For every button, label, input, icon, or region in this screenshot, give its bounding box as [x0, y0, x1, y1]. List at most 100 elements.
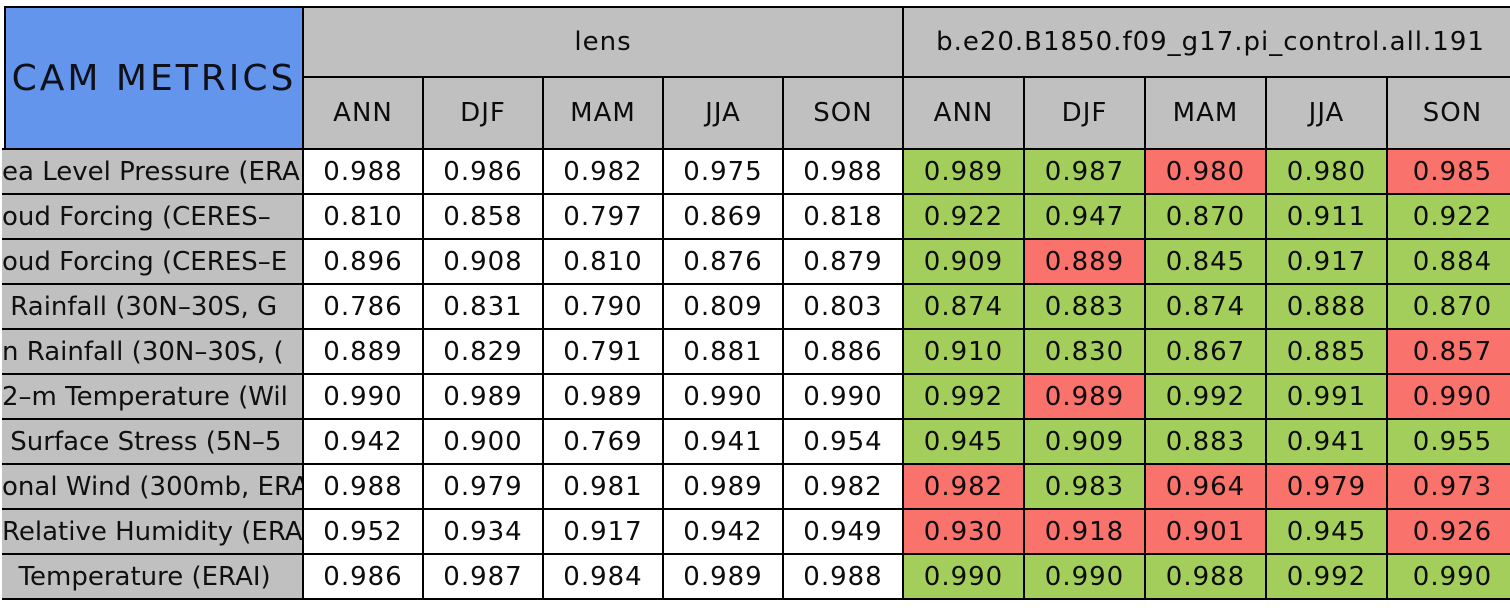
lens-value-cell: 0.988 [304, 150, 424, 195]
row-label: Rainfall (30N–30S, G [2, 285, 304, 330]
control-value-cell: 0.870 [1388, 285, 1510, 330]
season-header-son: SON [1388, 78, 1510, 150]
control-value-cell: 0.918 [1025, 510, 1146, 555]
control-value-cell: 0.947 [1025, 195, 1146, 240]
lens-value-cell: 0.942 [664, 510, 784, 555]
season-header-mam: MAM [544, 78, 664, 150]
control-value-cell: 0.885 [1267, 330, 1388, 375]
control-value-cell: 0.985 [1388, 150, 1510, 195]
lens-value-cell: 0.889 [304, 330, 424, 375]
lens-value-cell: 0.990 [304, 375, 424, 420]
row-label-text: ea Level Pressure (ERA [2, 156, 300, 187]
lens-value-cell: 0.981 [544, 465, 664, 510]
season-header-ann: ANN [304, 78, 424, 150]
control-value-cell: 0.870 [1146, 195, 1267, 240]
row-label-text: Surface Stress (5N–5 [2, 426, 282, 457]
lens-value-cell: 0.941 [664, 420, 784, 465]
season-header-mam: MAM [1146, 78, 1267, 150]
lens-value-cell: 0.990 [664, 375, 784, 420]
lens-value-cell: 0.900 [424, 420, 544, 465]
row-label-text: Rainfall (30N–30S, G [2, 291, 278, 322]
control-value-cell: 0.989 [1025, 375, 1146, 420]
row-label-text: onal Wind (300mb, ERA [2, 471, 304, 502]
row-label-text: oud Forcing (CERES–E [2, 246, 288, 277]
season-header-son: SON [784, 78, 904, 150]
lens-value-cell: 0.989 [544, 375, 664, 420]
row-label: onal Wind (300mb, ERA [2, 465, 304, 510]
control-value-cell: 0.926 [1388, 510, 1510, 555]
row-label: 2–m Temperature (Wil [2, 375, 304, 420]
row-label: Surface Stress (5N–5 [2, 420, 304, 465]
control-value-cell: 0.922 [1388, 195, 1510, 240]
row-label-text: n Rainfall (30N–30S, ( [2, 336, 284, 367]
lens-value-cell: 0.797 [544, 195, 664, 240]
lens-value-cell: 0.881 [664, 330, 784, 375]
row-label-text: Relative Humidity (ERAI [2, 516, 304, 547]
row-label-column: ea Level Pressure (ERA oud Forcing (CERES… [2, 148, 304, 600]
control-value-cell: 0.991 [1267, 375, 1388, 420]
control-value-cell: 0.990 [1388, 375, 1510, 420]
lens-value-cell: 0.791 [544, 330, 664, 375]
control-value-cell: 0.964 [1146, 465, 1267, 510]
control-value-cell: 0.857 [1388, 330, 1510, 375]
lens-value-cell: 0.988 [304, 465, 424, 510]
control-value-cell: 0.909 [1025, 420, 1146, 465]
lens-value-cell: 0.831 [424, 285, 544, 330]
control-value-cell: 0.988 [1146, 555, 1267, 600]
lens-value-cell: 0.809 [664, 285, 784, 330]
group-header-lens: lens [304, 8, 904, 78]
control-value-cell: 0.945 [904, 420, 1025, 465]
lens-value-cell: 0.982 [544, 150, 664, 195]
season-header-ann: ANN [904, 78, 1025, 150]
control-value-cell: 0.980 [1267, 150, 1388, 195]
control-value-cell: 0.941 [1267, 420, 1388, 465]
control-value-cell: 0.982 [904, 465, 1025, 510]
control-value-cell: 0.845 [1146, 240, 1267, 285]
lens-value-cell: 0.829 [424, 330, 544, 375]
lens-value-cell: 0.803 [784, 285, 904, 330]
control-value-cell: 0.990 [1025, 555, 1146, 600]
season-header-djf: DJF [424, 78, 544, 150]
lens-value-cell: 0.986 [424, 150, 544, 195]
cam-metrics-title-box: CAM METRICS [4, 6, 304, 150]
lens-value-cell: 0.810 [544, 240, 664, 285]
row-label: ea Level Pressure (ERA [2, 150, 304, 195]
control-value-cell: 0.992 [904, 375, 1025, 420]
control-value-cell: 0.990 [904, 555, 1025, 600]
control-value-cell: 0.990 [1388, 555, 1510, 600]
control-value-cell: 0.917 [1267, 240, 1388, 285]
lens-value-cell: 0.989 [424, 375, 544, 420]
control-value-cell: 0.889 [1025, 240, 1146, 285]
control-value-cell: 0.888 [1267, 285, 1388, 330]
lens-value-cell: 0.949 [784, 510, 904, 555]
lens-value-cell: 0.786 [304, 285, 424, 330]
lens-value-cell: 0.879 [784, 240, 904, 285]
control-value-cell: 0.874 [904, 285, 1025, 330]
lens-value-cell: 0.989 [664, 465, 784, 510]
control-value-cell: 0.867 [1146, 330, 1267, 375]
lens-value-cell: 0.942 [304, 420, 424, 465]
season-header-jja: JJA [664, 78, 784, 150]
row-label: Relative Humidity (ERAI [2, 510, 304, 555]
control-value-cell: 0.979 [1267, 465, 1388, 510]
lens-value-cell: 0.990 [784, 375, 904, 420]
lens-value-cell: 0.988 [784, 150, 904, 195]
lens-value-cell: 0.810 [304, 195, 424, 240]
control-value-cell: 0.901 [1146, 510, 1267, 555]
control-value-cell: 0.830 [1025, 330, 1146, 375]
control-value-cell: 0.883 [1025, 285, 1146, 330]
control-value-cell: 0.989 [904, 150, 1025, 195]
season-header-djf: DJF [1025, 78, 1146, 150]
control-value-cell: 0.930 [904, 510, 1025, 555]
lens-value-cell: 0.987 [424, 555, 544, 600]
lens-value-cell: 0.982 [784, 465, 904, 510]
control-value-cell: 0.987 [1025, 150, 1146, 195]
lens-value-cell: 0.886 [784, 330, 904, 375]
row-label-text: 2–m Temperature (Wil [2, 381, 288, 412]
control-value-cell: 0.973 [1388, 465, 1510, 510]
lens-value-cell: 0.988 [784, 555, 904, 600]
lens-value-cell: 0.769 [544, 420, 664, 465]
control-value-cell: 0.910 [904, 330, 1025, 375]
control-value-cell: 0.945 [1267, 510, 1388, 555]
group-header-control-run: b.e20.B1850.f09_g17.pi_control.all.191 [904, 8, 1510, 78]
